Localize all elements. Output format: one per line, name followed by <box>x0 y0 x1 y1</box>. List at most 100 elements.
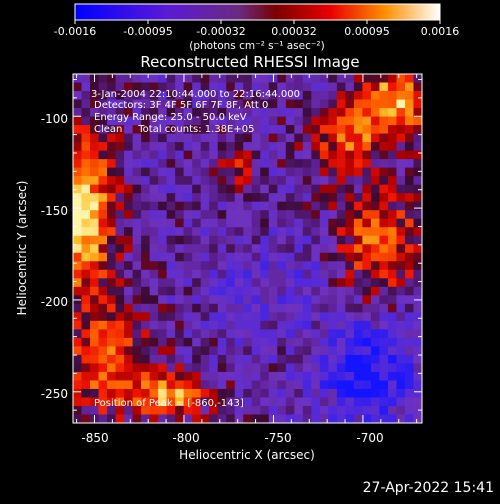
heatmap-cell <box>183 312 193 322</box>
heatmap-cell <box>81 278 91 288</box>
heatmap-cell <box>243 150 253 160</box>
heatmap-cell <box>81 346 91 356</box>
heatmap-cell <box>73 74 83 84</box>
heatmap-cell <box>149 252 159 262</box>
heatmap-cell <box>345 278 355 288</box>
heatmap-cell <box>396 371 406 382</box>
heatmap-cell <box>81 286 91 296</box>
peak-position-text: Position of Peak = [-860,-143] <box>94 398 244 409</box>
heatmap-cell <box>362 133 372 143</box>
heatmap-cell <box>209 354 219 365</box>
heatmap-cell <box>158 244 168 254</box>
heatmap-cell <box>158 312 168 322</box>
heatmap-cell <box>234 133 244 143</box>
heatmap-cell <box>328 397 338 407</box>
heatmap-cell <box>404 108 415 118</box>
heatmap-cell <box>336 329 346 339</box>
heatmap-cell <box>217 388 227 399</box>
heatmap-cell <box>336 354 346 365</box>
heatmap-cell <box>294 133 304 143</box>
heatmap-cell <box>353 74 364 84</box>
timestamp: 27-Apr-2022 15:41 <box>362 480 494 496</box>
heatmap-cell <box>200 354 210 365</box>
heatmap-cell <box>251 363 261 373</box>
heatmap-cell <box>234 303 244 313</box>
heatmap-cell <box>319 337 329 347</box>
heatmap-cell <box>98 74 108 84</box>
heatmap-cell <box>353 218 364 228</box>
heatmap-cell <box>200 210 210 220</box>
heatmap-cell <box>260 397 270 407</box>
heatmap-cell <box>107 82 117 92</box>
heatmap-cell <box>243 303 253 313</box>
heatmap-cell <box>387 159 398 169</box>
heatmap-cell <box>115 201 125 211</box>
heatmap-cell <box>345 286 355 296</box>
heatmap-cell <box>251 74 261 84</box>
heatmap-cell <box>294 380 304 390</box>
heatmap-cell <box>226 218 236 228</box>
heatmap-cell <box>362 286 372 296</box>
heatmap-cell <box>268 329 278 339</box>
heatmap-cell <box>81 235 91 245</box>
heatmap-cell <box>158 346 168 356</box>
x-tick-label: -700 <box>356 431 383 445</box>
heatmap-cell <box>166 354 176 365</box>
heatmap-cell <box>396 133 406 143</box>
heatmap-cell <box>158 193 168 203</box>
heatmap-cell <box>319 176 329 186</box>
heatmap-cell <box>234 142 244 152</box>
heatmap-cell <box>81 261 91 271</box>
heatmap-cell <box>336 159 346 169</box>
heatmap-cell <box>217 227 227 237</box>
heatmap-cell <box>387 354 398 365</box>
heatmap-cell <box>294 193 304 203</box>
heatmap-cell <box>379 329 389 339</box>
heatmap-cell <box>319 82 329 92</box>
heatmap-cell <box>336 252 346 262</box>
heatmap-cell <box>183 125 193 135</box>
heatmap-cell <box>302 261 312 271</box>
heatmap-cell <box>141 116 151 126</box>
heatmap-cell <box>260 176 270 186</box>
heatmap-cell <box>90 337 100 347</box>
heatmap-cell <box>243 193 253 203</box>
heatmap-cell <box>226 286 236 296</box>
heatmap-cell <box>345 108 355 118</box>
heatmap-cell <box>319 252 329 262</box>
heatmap-cell <box>209 150 219 160</box>
heatmap-cell <box>285 218 295 228</box>
heatmap-cell <box>285 184 295 194</box>
heatmap-cell <box>226 363 236 373</box>
heatmap-cell <box>166 405 176 416</box>
heatmap-cell <box>183 116 193 126</box>
heatmap-cell <box>311 363 321 373</box>
heatmap-cell <box>302 176 312 186</box>
heatmap-cell <box>217 414 227 423</box>
heatmap-cell <box>209 397 219 407</box>
heatmap-cell <box>124 108 134 118</box>
heatmap-cell <box>285 201 295 211</box>
heatmap-cell <box>353 150 364 160</box>
heatmap-cell <box>268 142 278 152</box>
heatmap-cell <box>260 261 270 271</box>
heatmap-cell <box>234 337 244 347</box>
heatmap-cell <box>396 201 406 211</box>
heatmap-cell <box>362 295 372 305</box>
heatmap-cell <box>158 380 168 390</box>
heatmap-cell <box>175 388 185 399</box>
heatmap-cell <box>158 388 168 399</box>
heatmap-cell <box>345 184 355 194</box>
heatmap-cell <box>98 167 108 177</box>
heatmap-cell <box>387 99 398 109</box>
heatmap-cell <box>115 244 125 254</box>
heatmap-cell <box>141 91 151 101</box>
heatmap-cell <box>158 116 168 126</box>
heatmap-cell <box>90 142 100 152</box>
heatmap-cell <box>336 235 346 245</box>
heatmap-cell <box>132 252 142 262</box>
heatmap-cell <box>192 176 202 186</box>
heatmap-cell <box>387 252 398 262</box>
heatmap-cell <box>277 133 287 143</box>
heatmap-cell <box>234 99 244 109</box>
